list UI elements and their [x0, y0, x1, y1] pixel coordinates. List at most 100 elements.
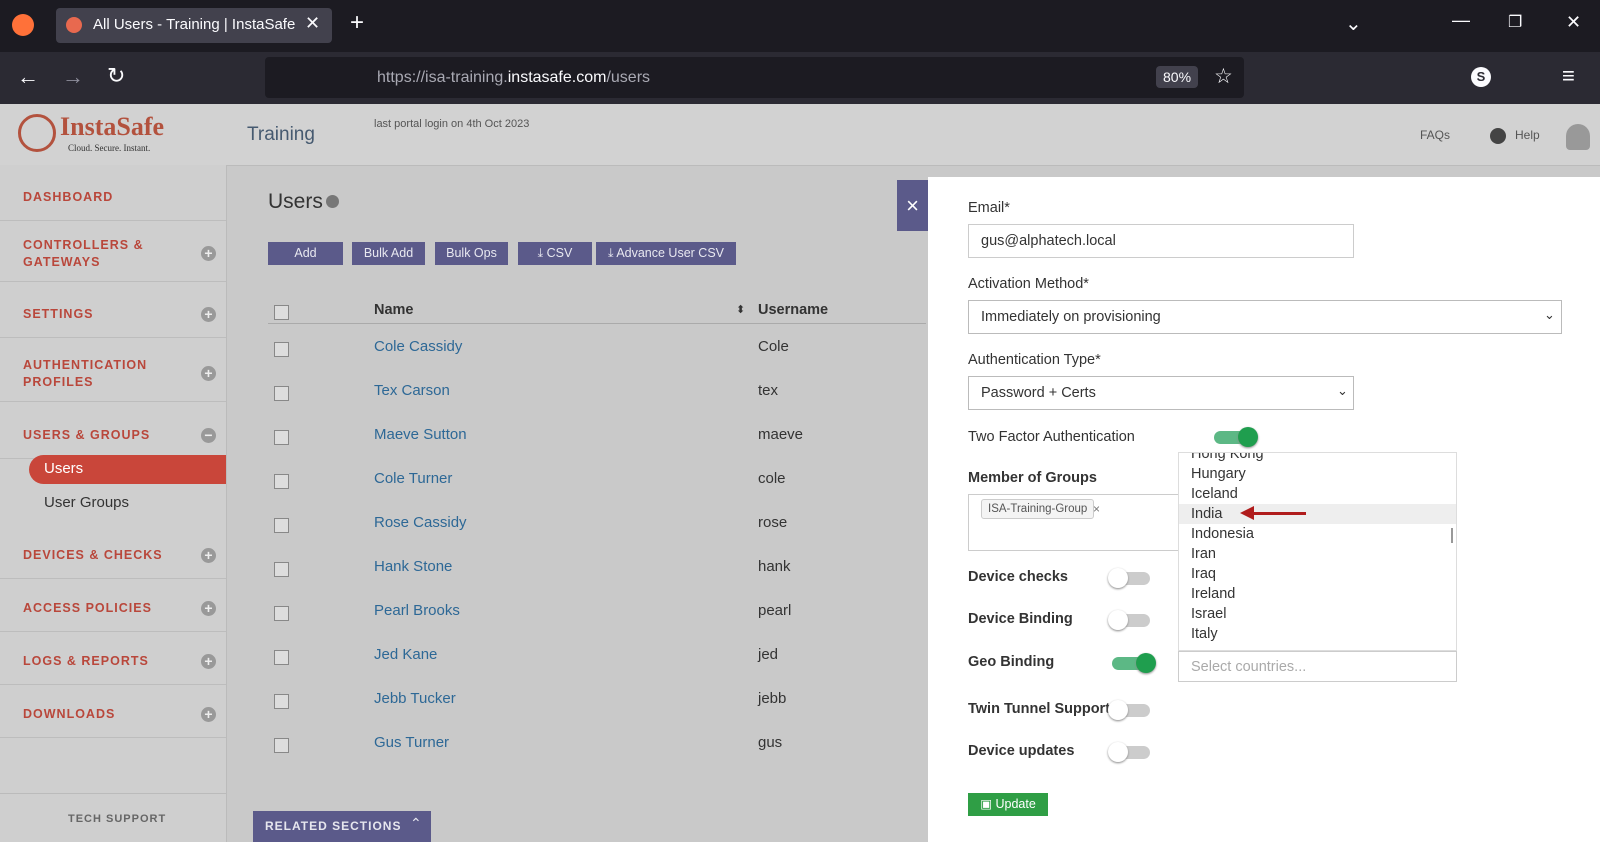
switch-knob — [1108, 610, 1128, 630]
toolbar-button[interactable]: Add — [268, 242, 343, 265]
user-name[interactable]: Hank Stone — [374, 558, 453, 575]
toggle-icon[interactable]: + — [201, 654, 216, 669]
country-option[interactable]: Ireland — [1191, 586, 1236, 602]
last-login: last portal login on 4th Oct 2023 — [374, 118, 530, 130]
country-option[interactable]: Indonesia — [1191, 526, 1254, 542]
sidebar-item[interactable]: LOGS & REPORTS — [23, 654, 149, 668]
row-checkbox[interactable] — [274, 386, 289, 401]
toggle-icon[interactable]: + — [201, 548, 216, 563]
user-name[interactable]: Rose Cassidy — [374, 514, 467, 531]
select-all[interactable] — [274, 305, 289, 320]
row-checkbox[interactable] — [274, 606, 289, 621]
country-option[interactable]: Italy — [1191, 626, 1218, 642]
sidebar-item[interactable]: SETTINGS — [23, 307, 94, 321]
country-option[interactable]: Hungary — [1191, 466, 1246, 482]
country-option[interactable]: Iran — [1191, 546, 1216, 562]
button-label: Add — [294, 246, 317, 260]
field-label: Authentication Type* — [968, 352, 1101, 368]
reload[interactable]: ↻ — [107, 63, 126, 88]
toggle-icon[interactable]: + — [201, 601, 216, 616]
toolbar-button[interactable]: ⤓ Advance User CSV — [596, 242, 736, 265]
divider — [0, 281, 226, 282]
country-option[interactable]: India — [1179, 504, 1456, 524]
toolbar-button[interactable]: Bulk Add — [352, 242, 425, 265]
group-tag[interactable]: ISA-Training-Group — [981, 499, 1095, 519]
toggle-icon[interactable]: + — [201, 366, 216, 381]
field-label: Activation Method* — [968, 276, 1089, 292]
toggle-icon[interactable]: + — [201, 707, 216, 722]
country-option[interactable]: Iceland — [1191, 486, 1238, 502]
user-name[interactable]: Maeve Sutton — [374, 426, 467, 443]
activation-select[interactable]: Immediately on provisioning — [968, 300, 1562, 334]
sidebar-item[interactable]: AUTHENTICATION PROFILES — [23, 358, 148, 389]
row-checkbox[interactable] — [274, 562, 289, 577]
row-checkbox[interactable] — [274, 694, 289, 709]
restore[interactable]: ❐ — [1508, 14, 1523, 31]
toggle-icon[interactable]: + — [201, 307, 216, 322]
country-option[interactable]: Hong Kong — [1191, 452, 1264, 462]
tab-list[interactable]: ⌄ — [1345, 13, 1362, 35]
zoom[interactable]: 80% — [1156, 66, 1199, 88]
panel-close[interactable]: × — [897, 180, 928, 231]
country-option[interactable]: Israel — [1191, 606, 1227, 622]
user-name[interactable]: Tex Carson — [374, 382, 450, 399]
username: jebb — [758, 690, 787, 707]
tech-support[interactable]: TECH SUPPORT — [68, 813, 167, 825]
sort-icon[interactable]: ⬍ — [736, 304, 746, 316]
profile[interactable]: S — [1471, 67, 1491, 87]
minimize[interactable]: — — [1452, 10, 1470, 30]
user-name[interactable]: Gus Turner — [374, 734, 450, 751]
update-button[interactable]: ▣ Update — [968, 793, 1048, 816]
user-name[interactable]: Pearl Brooks — [374, 602, 460, 619]
back[interactable]: ← — [17, 64, 39, 89]
url: https://isa-training.instasafe.com/users — [377, 69, 650, 87]
sidebar-item[interactable]: ACCESS POLICIES — [23, 601, 152, 615]
user-name[interactable]: Jed Kane — [374, 646, 438, 663]
related-tab[interactable] — [253, 811, 431, 842]
sidebar-item[interactable]: DOWNLOADS — [23, 707, 116, 721]
bookmark[interactable]: ☆ — [1214, 65, 1233, 88]
tag-remove[interactable]: × — [1093, 502, 1101, 516]
related-sections[interactable]: RELATED SECTIONS — [265, 819, 402, 833]
country-search[interactable]: Select countries... — [1178, 651, 1457, 682]
menu[interactable]: ≡ — [1562, 63, 1575, 88]
row-checkbox[interactable] — [274, 518, 289, 533]
new-tab[interactable]: + — [350, 9, 365, 36]
tab[interactable] — [56, 8, 332, 43]
user-name[interactable]: Cole Cassidy — [374, 338, 463, 355]
toggle-icon[interactable]: + — [201, 246, 216, 261]
row-checkbox[interactable] — [274, 430, 289, 445]
country-option[interactable]: Iraq — [1191, 566, 1216, 582]
row-checkbox[interactable] — [274, 342, 289, 357]
row-checkbox[interactable] — [274, 474, 289, 489]
toolbar-button[interactable]: ⤓ CSV — [518, 242, 592, 265]
sidebar-item[interactable]: USERS & GROUPS — [23, 428, 151, 442]
toggle-icon[interactable]: − — [201, 428, 216, 443]
column-header[interactable]: Name — [374, 302, 414, 318]
page-title: Users — [268, 190, 323, 213]
sidebar-item[interactable]: CONTROLLERS & GATEWAYS — [23, 238, 144, 269]
tab-close[interactable]: ✕ — [305, 13, 321, 33]
user-avatar[interactable] — [1566, 124, 1590, 150]
row-checkbox[interactable] — [274, 650, 289, 665]
username: jed — [758, 646, 779, 663]
sidebar-footer — [0, 793, 226, 842]
sidebar-item[interactable]: DEVICES & CHECKS — [23, 548, 163, 562]
sidebar-sub-item[interactable]: Users — [44, 460, 84, 477]
close-window[interactable]: ✕ — [1566, 12, 1582, 32]
user-name[interactable]: Cole Turner — [374, 470, 453, 487]
toolbar-button[interactable]: Bulk Ops — [435, 242, 508, 265]
forward[interactable]: → — [62, 64, 84, 89]
help[interactable]: Help — [1515, 128, 1540, 142]
user-name[interactable]: Jebb Tucker — [374, 690, 456, 707]
row-checkbox[interactable] — [274, 738, 289, 753]
toggle-label: Device updates — [968, 743, 1075, 759]
divider — [0, 220, 226, 221]
faqs[interactable]: FAQs — [1420, 128, 1451, 142]
sidebar-sub-item[interactable]: User Groups — [44, 494, 130, 511]
url-bar[interactable] — [265, 57, 1244, 98]
sidebar-item[interactable]: DASHBOARD — [23, 190, 114, 204]
email-input[interactable]: gus@alphatech.local — [968, 224, 1354, 258]
divider — [0, 737, 226, 738]
auth-select[interactable]: Password + Certs — [968, 376, 1354, 410]
